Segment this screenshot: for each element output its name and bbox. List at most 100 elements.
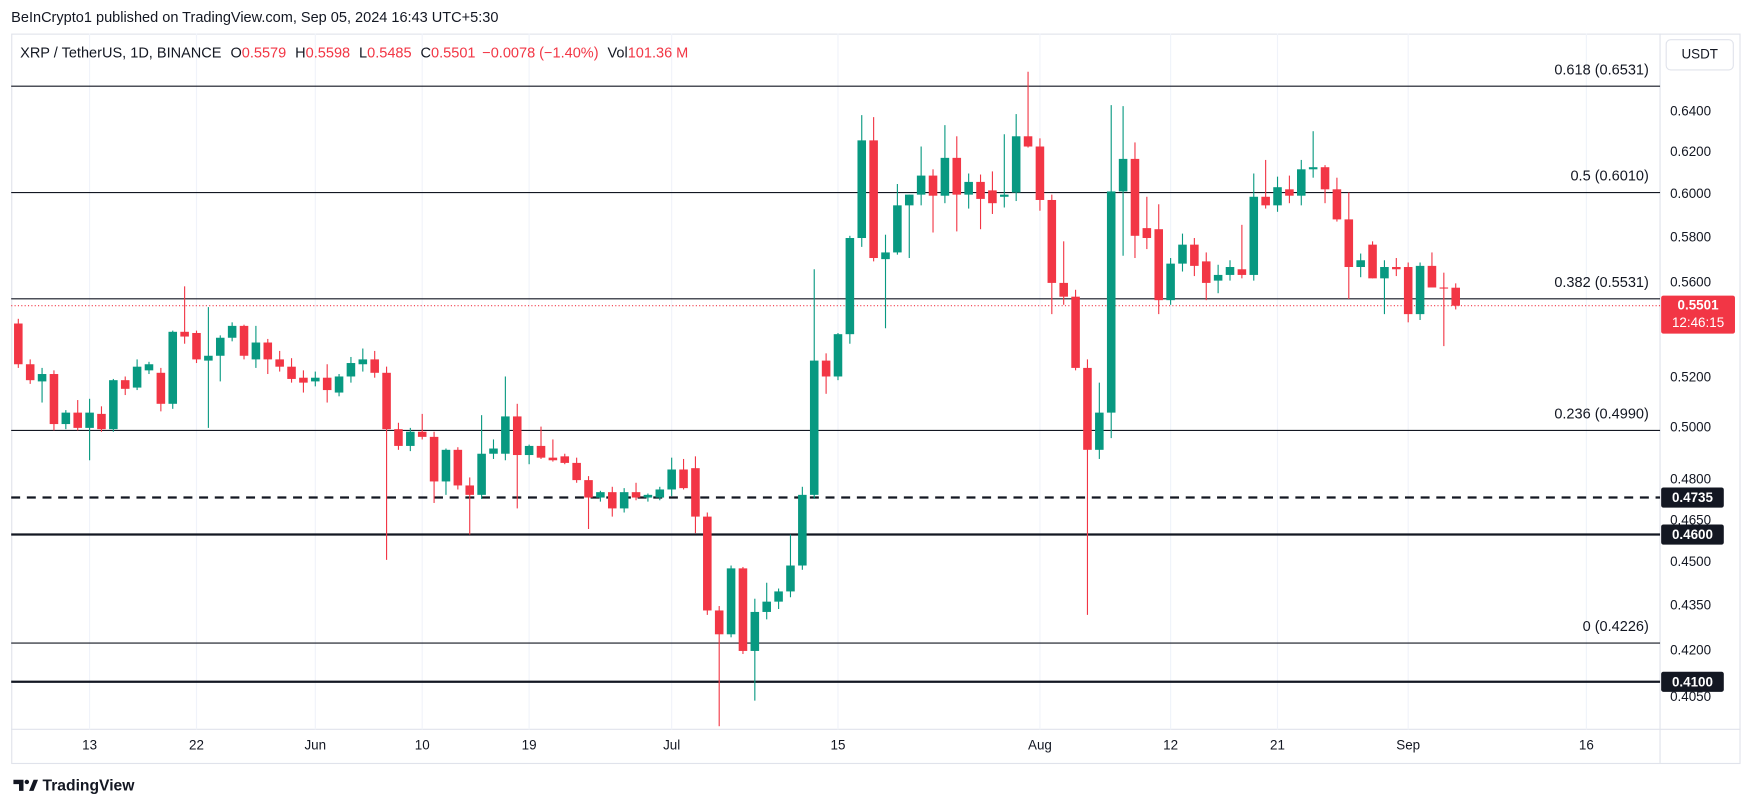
candle-body bbox=[536, 445, 546, 458]
candle-body bbox=[1344, 219, 1354, 268]
candle-body bbox=[192, 332, 201, 360]
candle-body bbox=[1047, 199, 1057, 283]
candle-body bbox=[1273, 187, 1282, 206]
fib-label: 0.618 (0.6531) bbox=[1554, 62, 1649, 78]
candle-body bbox=[1059, 282, 1068, 297]
grid bbox=[89, 33, 1587, 730]
candle-body bbox=[821, 360, 831, 377]
y-tick-label: 0.5800 bbox=[1670, 230, 1711, 245]
brand: TradingView bbox=[43, 778, 136, 795]
candle-body bbox=[679, 469, 688, 489]
candle-body bbox=[655, 489, 665, 498]
legend: XRP / TetherUS, 1D, BINANCE O0.5579 H0.559… bbox=[20, 46, 688, 62]
candle-body bbox=[774, 591, 783, 602]
candle-body bbox=[1118, 158, 1128, 192]
fib-label: 0.5 (0.6010) bbox=[1570, 169, 1648, 185]
candle-body bbox=[1308, 167, 1318, 170]
price-label-box bbox=[1661, 671, 1724, 692]
candle-body bbox=[489, 448, 498, 454]
x-tick-label: 21 bbox=[1270, 738, 1285, 753]
candle-body bbox=[299, 377, 308, 383]
candle-body bbox=[263, 342, 273, 360]
y-tick-label: 0.5000 bbox=[1670, 419, 1711, 434]
header: BeInCrypto1 published on TradingView.com… bbox=[11, 10, 498, 26]
legend-value: 0.5485 bbox=[367, 46, 411, 62]
price-label-box bbox=[1661, 524, 1724, 545]
legend-label: C bbox=[421, 46, 432, 62]
candle-body bbox=[584, 480, 593, 498]
candle-body bbox=[346, 363, 356, 377]
candle-body bbox=[275, 359, 284, 367]
candle-body bbox=[1000, 194, 1009, 197]
last-price-box bbox=[1661, 295, 1735, 334]
currency-button[interactable] bbox=[1665, 39, 1734, 71]
candle-body bbox=[334, 376, 344, 393]
candle-body bbox=[1023, 136, 1033, 147]
candle-body bbox=[1392, 267, 1401, 270]
candle-body bbox=[1035, 146, 1045, 200]
candle-body bbox=[572, 462, 581, 481]
candle-body bbox=[465, 485, 475, 495]
legend-value: 0.5579 bbox=[242, 46, 286, 62]
x-tick-label: 12 bbox=[1163, 738, 1178, 753]
candle-body bbox=[417, 431, 427, 437]
candle-body bbox=[928, 175, 938, 196]
candle-body bbox=[109, 380, 118, 430]
candle-body bbox=[1083, 367, 1092, 450]
candle-body bbox=[904, 194, 914, 206]
legend-value: 0.5598 bbox=[306, 46, 350, 62]
legend-label: O bbox=[230, 46, 241, 62]
candle-body bbox=[1154, 229, 1164, 301]
candle-body bbox=[714, 610, 724, 635]
candle-body bbox=[1285, 189, 1294, 196]
x-tick-label: Jul bbox=[663, 738, 680, 753]
candle-body bbox=[845, 238, 855, 335]
candle-body bbox=[477, 453, 486, 495]
candle-body bbox=[441, 449, 451, 482]
candle-body bbox=[394, 429, 403, 446]
candle-body bbox=[239, 325, 249, 356]
price-label: 0.4600 bbox=[1672, 527, 1713, 542]
candle-body bbox=[643, 494, 653, 498]
candle-body bbox=[833, 334, 843, 377]
candle-body bbox=[120, 380, 130, 389]
legend-symbol: XRP / TetherUS, 1D, BINANCE bbox=[20, 46, 222, 62]
candle-body bbox=[144, 364, 154, 371]
brand-logo bbox=[13, 779, 39, 791]
candle-body bbox=[1261, 196, 1270, 206]
candle-body bbox=[1142, 228, 1152, 239]
y-tick-label: 0.6200 bbox=[1670, 144, 1711, 159]
y-tick-label: 0.4350 bbox=[1670, 598, 1711, 613]
candle-body bbox=[952, 157, 962, 195]
candle-body bbox=[1380, 267, 1389, 279]
candle-body bbox=[1178, 244, 1187, 264]
candle-body bbox=[287, 366, 296, 379]
candle-body bbox=[786, 565, 795, 592]
candle-body bbox=[1439, 287, 1449, 289]
candle-body bbox=[667, 469, 676, 490]
candle-body bbox=[1403, 267, 1413, 315]
candle-body bbox=[406, 431, 415, 446]
price-label: 0.4735 bbox=[1672, 490, 1714, 505]
candle-body bbox=[49, 374, 59, 425]
candle-body bbox=[964, 181, 973, 195]
y-tick-label: 0.4200 bbox=[1670, 642, 1711, 657]
currency[interactable]: USDT bbox=[1681, 46, 1718, 61]
candle-body bbox=[1201, 261, 1211, 283]
y-tick-label: 0.5200 bbox=[1670, 369, 1711, 384]
candle-body bbox=[809, 360, 819, 495]
candle-body bbox=[85, 412, 94, 428]
x-tick-label: Jun bbox=[304, 738, 326, 753]
price-label: 0.4100 bbox=[1672, 674, 1713, 689]
candle-body bbox=[1320, 167, 1330, 190]
legend-change: −0.0078 (−1.40%) bbox=[482, 46, 598, 62]
x-tick-label: 19 bbox=[522, 738, 537, 753]
candle-body bbox=[156, 372, 166, 404]
candle-body bbox=[1071, 296, 1080, 368]
axes: 0.6400 0.6200 0.6000 0.5800 0.5600 0.5200 0.50… bbox=[82, 104, 1735, 753]
candle-body bbox=[691, 468, 700, 517]
candle-body bbox=[798, 494, 807, 566]
candle-body bbox=[1011, 136, 1021, 193]
